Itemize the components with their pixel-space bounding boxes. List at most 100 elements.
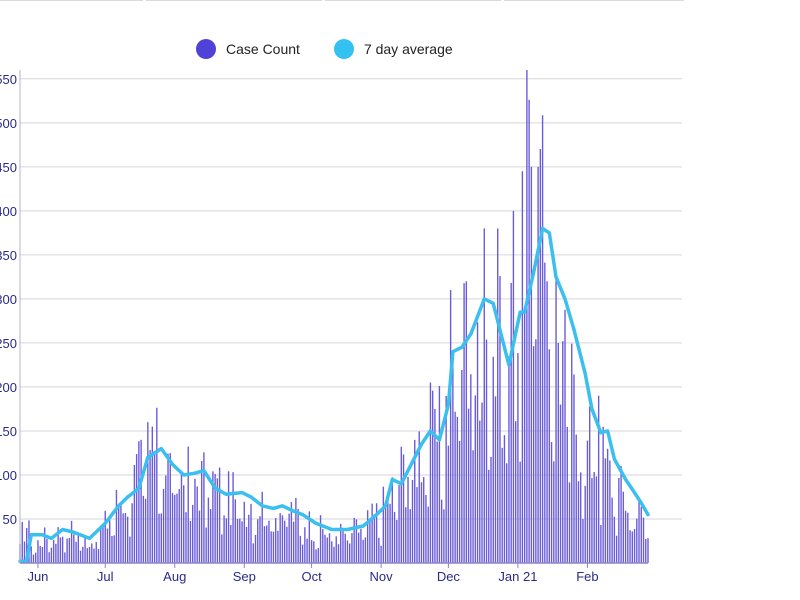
- case-count-bar: [366, 510, 369, 563]
- case-count-bar: [32, 554, 35, 563]
- case-count-bar: [416, 487, 418, 563]
- y-tick-label: 150: [0, 424, 17, 439]
- case-count-bar: [615, 535, 618, 563]
- case-count-bar: [292, 521, 295, 563]
- case-count-bar: [465, 281, 468, 563]
- case-count-bar: [21, 521, 23, 563]
- case-count-bar: [539, 149, 542, 564]
- case-count-bar: [259, 516, 261, 563]
- case-count-bar: [362, 539, 364, 563]
- case-count-bar: [548, 349, 551, 563]
- case-count-bar: [214, 473, 216, 563]
- case-count-bar: [297, 508, 299, 563]
- case-count-bar: [310, 540, 313, 563]
- x-tick-label: Sep: [233, 569, 256, 584]
- case-count-bar: [283, 520, 286, 563]
- case-count-bar: [102, 525, 104, 563]
- case-count-bar: [133, 465, 136, 563]
- case-count-bar: [39, 545, 41, 563]
- case-count-bar: [113, 535, 115, 563]
- case-count-bar: [620, 466, 622, 563]
- case-count-bar: [48, 552, 50, 563]
- case-count-bar: [530, 166, 533, 563]
- case-count-bar: [418, 431, 420, 563]
- case-count-bar: [144, 498, 147, 563]
- case-count-bar: [281, 515, 284, 563]
- chart-legend: Case Count 7 day average: [196, 38, 487, 60]
- case-count-bar: [306, 538, 308, 563]
- case-count-bar: [55, 543, 57, 563]
- case-count-bar: [463, 283, 465, 563]
- case-count-bar: [387, 492, 389, 563]
- case-count-bar: [319, 515, 322, 563]
- case-count-bar: [604, 458, 607, 563]
- case-count-bar: [162, 488, 165, 563]
- case-count-bar: [100, 527, 102, 563]
- y-tick-label: 450: [0, 160, 17, 175]
- case-count-bar: [503, 435, 506, 563]
- case-count-bar: [506, 463, 508, 563]
- case-count-bar: [532, 346, 535, 563]
- case-count-bar: [122, 513, 124, 563]
- case-count-bar: [431, 390, 434, 563]
- y-tick-label: 200: [0, 380, 17, 395]
- case-count-bar: [488, 469, 490, 563]
- case-count-bar: [494, 396, 497, 563]
- case-count-bar: [588, 406, 591, 563]
- case-count-bar: [75, 541, 77, 563]
- case-count-bar: [452, 350, 454, 563]
- case-count-bar: [618, 477, 620, 563]
- case-count-bar: [586, 440, 589, 563]
- case-count-bar: [384, 502, 387, 563]
- case-count-bar: [158, 513, 160, 563]
- case-count-bar: [364, 537, 367, 563]
- case-count-bar: [627, 512, 629, 563]
- case-count-bar: [274, 518, 277, 563]
- legend-item-7-day-average[interactable]: 7 day average: [333, 39, 453, 59]
- case-count-bar: [261, 491, 263, 563]
- case-count-bar: [483, 228, 485, 563]
- case-count-bar: [227, 471, 230, 563]
- case-count-bar: [629, 530, 631, 563]
- case-count-bar: [315, 549, 317, 563]
- case-count-bar: [272, 531, 275, 563]
- case-count-bar: [126, 516, 129, 563]
- case-count-bar: [183, 485, 185, 563]
- case-count-bar: [79, 550, 82, 563]
- case-count-bar: [517, 353, 519, 563]
- case-count-bar: [443, 509, 445, 563]
- case-count-bar: [470, 374, 472, 563]
- case-count-bar: [447, 445, 450, 563]
- case-count-bar: [46, 538, 48, 563]
- case-count-bar: [568, 482, 571, 563]
- case-count-bar: [200, 461, 203, 563]
- case-count-bar: [26, 527, 28, 563]
- case-count-bars: [19, 70, 649, 564]
- case-count-bar: [535, 339, 537, 563]
- case-count-bar: [571, 343, 573, 563]
- case-count-bar: [562, 341, 564, 563]
- case-count-bar: [209, 509, 212, 563]
- case-count-bar: [380, 545, 382, 563]
- case-count-bar: [580, 472, 582, 563]
- case-count-bar: [485, 339, 488, 563]
- case-count-bar: [243, 501, 245, 563]
- case-count-bar: [156, 407, 158, 563]
- case-count-bar: [402, 454, 405, 563]
- case-count-bar: [153, 454, 156, 563]
- case-count-bar: [236, 518, 239, 563]
- case-count-bar: [70, 520, 73, 563]
- top-divider-segment: [325, 0, 501, 1]
- x-tick-label: Feb: [576, 569, 598, 584]
- case-count-bar: [308, 511, 311, 563]
- case-count-bar: [160, 513, 162, 563]
- top-divider-segment: [146, 0, 322, 1]
- case-count-bar: [106, 528, 109, 563]
- case-count-bar: [566, 426, 568, 563]
- legend-item-case-count[interactable]: Case Count: [196, 39, 300, 59]
- case-count-bar: [553, 461, 555, 563]
- case-count-bar: [120, 505, 122, 563]
- case-count-bar: [476, 322, 479, 563]
- case-count-bar: [171, 492, 174, 563]
- case-count-bar: [66, 538, 68, 563]
